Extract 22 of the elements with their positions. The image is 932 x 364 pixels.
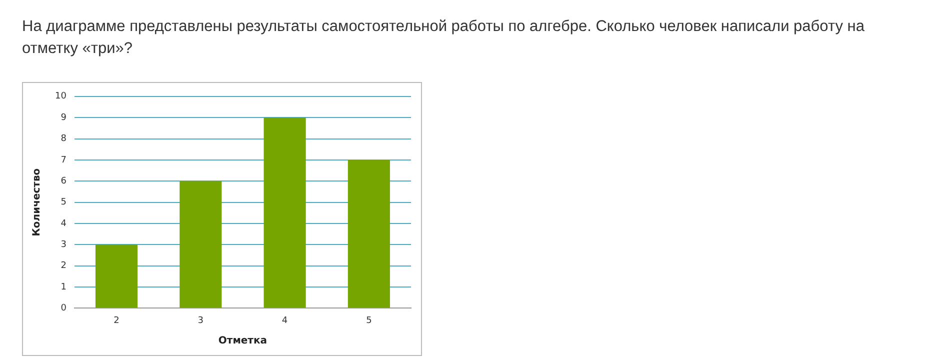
x-axis-title: Отметка (218, 336, 268, 347)
y-tick-label: 10 (55, 92, 67, 102)
y-tick-label: 8 (60, 134, 67, 144)
y-axis-title: Количество (32, 168, 43, 236)
y-tick-label: 7 (60, 155, 66, 166)
x-tick-label: 2 (114, 316, 120, 326)
bar (95, 244, 138, 308)
y-tick-label: 5 (60, 198, 66, 208)
y-tick-label: 2 (60, 261, 66, 272)
bar (180, 181, 222, 308)
bar (348, 160, 390, 308)
x-tick-label: 3 (198, 316, 204, 326)
text: На диаграмме представлены результаты самостоятельной работы по алгебре. Сколько человек написали работу на отметку «три»? (22, 17, 866, 59)
bar (264, 118, 306, 308)
y-tick-label: 9 (60, 112, 67, 123)
y-tick-label: 6 (60, 176, 67, 186)
y-tick-label: 1 (60, 282, 66, 292)
y-tick-label: 0 (60, 304, 67, 314)
y-tick-label: 4 (60, 218, 67, 229)
y-tick-label: 3 (60, 240, 66, 250)
x-tick-label: 5 (366, 316, 372, 326)
x-tick-label: 4 (282, 316, 288, 326)
